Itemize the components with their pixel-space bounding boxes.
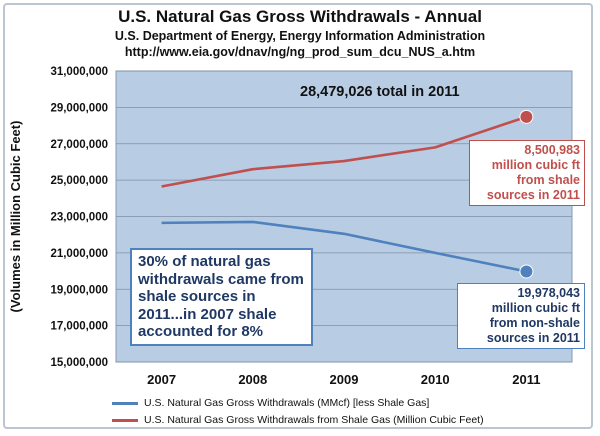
non-shale-callout-line: 19,978,043 [517,286,580,300]
y-tick-label: 31,000,000 [50,66,108,78]
total-annotation: 28,479,026 total in 2011 [300,84,460,100]
chart-title: U.S. Natural Gas Gross Withdrawals - Ann… [118,7,482,26]
shale-callout-line: from shale [516,173,580,187]
y-axis-label: (Volumes in Million Cubic Feet) [8,121,23,313]
data-point-non-shale [519,264,534,279]
y-tick-label: 23,000,000 [50,212,108,224]
x-tick-label: 2008 [238,372,267,387]
shale-callout-line: million cubic ft [491,158,580,172]
legend-entry-shale: U.S. Natural Gas Gross Withdrawals from … [112,413,484,427]
legend-label-non-shale: U.S. Natural Gas Gross Withdrawals (MMcf… [144,397,430,409]
legend-entry-non-shale: U.S. Natural Gas Gross Withdrawals (MMcf… [112,396,429,410]
chart-subtitle-source: U.S. Department of Energy, Energy Inform… [114,29,486,43]
y-tick-label: 27,000,000 [50,139,108,151]
shale-share-annotation: 30% of natural gas withdrawals came from… [130,248,313,346]
non-shale-callout-line: from non-shale [489,316,580,330]
non-shale-callout-line: million cubic ft [491,301,580,315]
shale-callout-line: 8,500,983 [524,143,580,157]
shale-2011-callout: 8,500,983 million cubic ft from shale so… [469,140,585,206]
data-point-shale [519,109,534,124]
y-tick-label: 17,000,000 [50,321,108,333]
y-tick-label: 29,000,000 [50,102,108,114]
x-tick-label: 2009 [330,372,359,387]
x-tick-label: 2010 [421,372,450,387]
x-tick-label: 2007 [147,372,176,387]
y-tick-label: 25,000,000 [50,175,108,187]
legend-swatch-non-shale [112,401,138,405]
non-shale-callout-line: sources in 2011 [486,331,580,345]
non-shale-2011-callout: 19,978,043 million cubic ft from non-sha… [457,283,585,349]
legend-label-shale: U.S. Natural Gas Gross Withdrawals from … [144,414,484,426]
chart-subtitle-url: http://www.eia.gov/dnav/ng/ng_prod_sum_d… [124,45,476,59]
y-tick-label: 21,000,000 [50,248,108,260]
y-tick-label: 15,000,000 [50,357,108,369]
legend-swatch-shale [112,418,138,422]
y-tick-label: 19,000,000 [50,284,108,296]
x-tick-label: 2011 [512,372,540,387]
shale-callout-line: sources in 2011 [486,188,580,202]
